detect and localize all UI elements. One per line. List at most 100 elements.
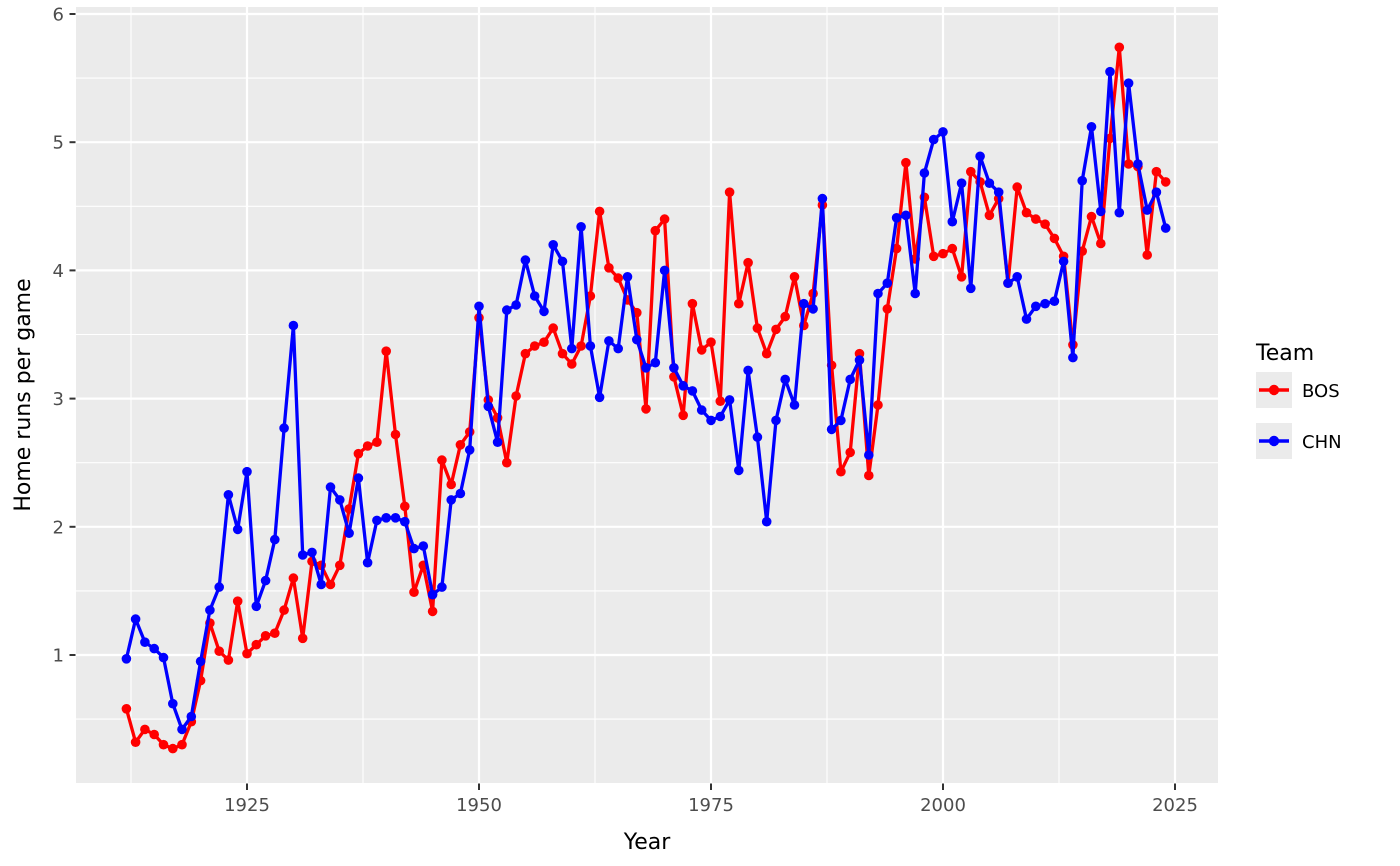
- bos-point: [594, 206, 605, 217]
- bos-point: [455, 440, 466, 450]
- bos-point: [548, 323, 558, 333]
- bos-point: [502, 457, 512, 468]
- bos-point: [409, 587, 419, 597]
- chn-point: [177, 724, 187, 735]
- chn-point: [724, 395, 735, 405]
- bos-point: [613, 273, 623, 283]
- bos-point: [845, 447, 855, 458]
- chn-point: [335, 495, 345, 505]
- chn-point: [149, 643, 159, 654]
- chn-point: [1077, 175, 1087, 186]
- bos-point: [390, 429, 401, 440]
- bos-point: [696, 345, 707, 355]
- y-tick-label: 5: [53, 133, 64, 154]
- bos-point: [706, 337, 716, 348]
- chn-point: [168, 698, 178, 709]
- bos-point: [1114, 42, 1125, 53]
- bos-point: [335, 560, 345, 571]
- chn-point: [1031, 301, 1041, 312]
- bos-point: [279, 605, 289, 615]
- chn-point: [539, 306, 549, 317]
- bos-point: [873, 400, 883, 410]
- bos-point: [864, 470, 874, 481]
- bos-point: [901, 157, 911, 168]
- bos-point: [1040, 219, 1050, 229]
- chn-point: [734, 465, 744, 476]
- bos-point: [511, 391, 521, 401]
- y-tick-label: 6: [53, 5, 64, 26]
- y-tick-label: 3: [53, 389, 64, 410]
- bos-point: [1086, 211, 1097, 222]
- chn-point: [279, 423, 289, 433]
- chn-point: [928, 134, 939, 145]
- chn-point: [511, 300, 521, 310]
- chn-point: [455, 488, 466, 499]
- bos-point: [928, 251, 939, 262]
- chn-point: [1151, 187, 1162, 197]
- chn-point: [381, 513, 392, 523]
- bos-point: [121, 704, 132, 714]
- chn-point: [316, 579, 327, 590]
- bos-point: [325, 579, 336, 590]
- bos-point: [947, 243, 958, 254]
- bos-point: [576, 341, 586, 351]
- axis-tick-labels: 1925 1950 1975 2000 2025 1 2 3 4 5 6: [53, 5, 1198, 817]
- bos-point: [140, 724, 150, 735]
- chn-point: [919, 168, 930, 178]
- series-bos: [121, 42, 1171, 754]
- bos-point: [678, 410, 688, 421]
- chn-point: [1012, 272, 1022, 282]
- bos-point: [734, 298, 744, 309]
- chn-point: [205, 605, 215, 615]
- bos-point: [938, 248, 948, 259]
- bos-point: [659, 214, 670, 224]
- chn-point: [641, 363, 651, 373]
- chn-point: [585, 341, 596, 351]
- x-axis-title: Year: [623, 830, 672, 855]
- chn-point: [390, 513, 401, 523]
- bos-point: [149, 729, 159, 740]
- bos-point: [1123, 159, 1134, 169]
- bos-point: [539, 337, 549, 348]
- bos-point: [687, 298, 698, 309]
- bos-point: [641, 404, 651, 414]
- chn-point: [1049, 296, 1060, 307]
- chn-point: [492, 437, 503, 448]
- series-chn: [121, 66, 1171, 735]
- chn-point: [826, 424, 837, 435]
- chn-point: [1123, 78, 1134, 88]
- chn-point: [966, 283, 976, 294]
- chn-point: [1003, 278, 1013, 289]
- chn-point: [854, 355, 865, 365]
- chn-point: [121, 654, 132, 664]
- bos-point: [1021, 207, 1032, 218]
- chn-point: [520, 255, 531, 265]
- bos-point: [752, 323, 763, 333]
- bos-point: [362, 441, 373, 451]
- bos-point: [836, 466, 846, 477]
- chn-point: [362, 557, 373, 568]
- bos-point: [260, 631, 271, 641]
- chn-point: [251, 601, 262, 612]
- chn-point: [1068, 352, 1078, 363]
- chn-point: [808, 304, 818, 314]
- chn-point: [474, 301, 484, 312]
- bos-point: [966, 166, 976, 177]
- bos-point: [1096, 238, 1106, 249]
- chn-point: [270, 534, 280, 545]
- legend-title: Team: [1255, 341, 1314, 366]
- chn-point: [632, 334, 642, 345]
- legend-key-point-bos: [1268, 384, 1280, 396]
- x-tick-label: 1975: [688, 795, 734, 816]
- chn-point: [706, 415, 716, 426]
- chn-point: [817, 193, 828, 204]
- bos-point: [353, 448, 364, 459]
- bos-point: [251, 639, 262, 650]
- chn-point: [502, 305, 512, 315]
- bos-point: [780, 311, 790, 322]
- chn-point: [307, 547, 317, 558]
- chn-point: [576, 222, 586, 232]
- chn-point: [1105, 66, 1115, 77]
- legend: Team BOS CHN: [1255, 341, 1342, 459]
